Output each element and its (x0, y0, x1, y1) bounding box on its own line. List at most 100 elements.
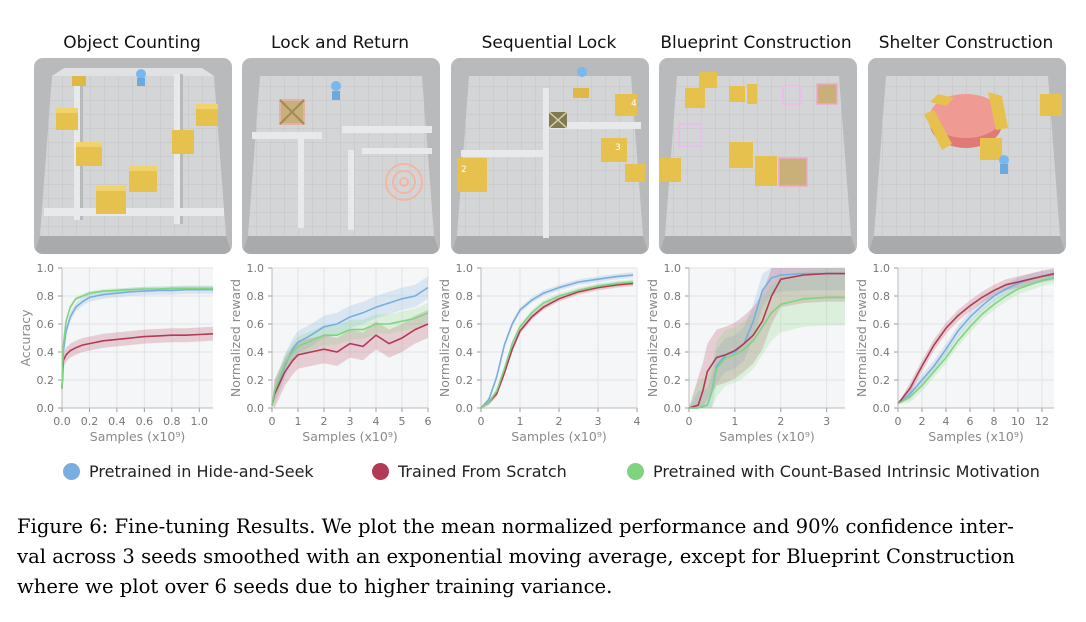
x-axis-label: Samples (x10⁹) (302, 429, 397, 444)
legend-label: Pretrained in Hide-and-Seek (89, 462, 314, 481)
x-tick-label: 1.0 (191, 415, 209, 428)
series-line (61, 287, 213, 389)
legend-item-hide-and-seek: Pretrained in Hide-and-Seek (63, 462, 314, 481)
caption-line: where we plot over 6 seeds due to higher… (17, 575, 613, 598)
x-tick-label: 10 (1011, 415, 1025, 428)
x-tick-label: 2 (919, 415, 926, 428)
seq-box-label-3: 3 (615, 143, 621, 153)
scene-object-counting (34, 58, 232, 254)
series-line (271, 312, 429, 406)
confidence-band (272, 310, 428, 408)
y-tick-label: 0.6 (247, 318, 265, 331)
x-tick-label: 0.2 (81, 415, 99, 428)
x-tick-label: 0 (686, 415, 693, 428)
caption-line: Figure 6: Fine-tuning Results. We plot t… (17, 515, 1014, 538)
y-tick-label: 0.6 (37, 318, 55, 331)
y-tick-label: 0.0 (456, 402, 474, 415)
y-tick-label: 0.8 (37, 290, 55, 303)
y-tick-label: 0.6 (873, 318, 891, 331)
x-tick-label: 0 (895, 415, 902, 428)
x-axis-label: Samples (x10⁹) (90, 429, 185, 444)
scene-shelter-construction (868, 58, 1066, 254)
y-tick-label: 0.8 (873, 290, 891, 303)
plot-area (898, 268, 1054, 408)
x-tick-label: 4 (943, 415, 950, 428)
series-line (480, 281, 634, 409)
x-tick-label: 1 (295, 415, 302, 428)
series-line (61, 333, 214, 389)
x-tick-label: 12 (1035, 415, 1049, 428)
y-tick-label: 0.2 (247, 374, 265, 387)
legend-marker-blue (63, 463, 80, 480)
y-tick-label: 0.0 (664, 402, 682, 415)
x-tick-label: 3 (347, 415, 354, 428)
y-tick-label: 1.0 (873, 262, 891, 275)
confidence-band (689, 268, 845, 408)
y-tick-label: 0.0 (873, 402, 891, 415)
series-line (61, 288, 213, 389)
y-tick-label: 0.4 (456, 346, 474, 359)
y-tick-label: 0.4 (873, 346, 891, 359)
series-line (689, 296, 845, 409)
y-tick-label: 0.6 (664, 318, 682, 331)
chart-lock-and-return: 0.0 0.2 0.4 0.6 0.8 1.0 0 1 2 3 4 5 6 Samples (x10⁹) N… (228, 262, 432, 444)
panel-title-blueprint-construction: Blueprint Construction (660, 33, 852, 53)
y-tick-label: 0.4 (664, 346, 682, 359)
series-line (897, 272, 1055, 405)
x-axis-label: Samples (x10⁹) (511, 429, 606, 444)
y-tick-label: 0.6 (456, 318, 474, 331)
x-tick-label: 6 (425, 415, 432, 428)
scene-blueprint-construction (659, 58, 857, 254)
legend-item-from-scratch: Trained From Scratch (372, 462, 567, 481)
x-tick-label: 0.8 (163, 415, 181, 428)
series-line (897, 277, 1055, 405)
y-tick-label: 0.2 (664, 374, 682, 387)
y-tick-label: 1.0 (456, 262, 474, 275)
x-axis-label: Samples (x10⁹) (928, 429, 1023, 444)
x-tick-label: 0.0 (53, 415, 71, 428)
x-tick-label: 0 (478, 415, 485, 428)
x-tick-label: 0 (269, 415, 276, 428)
y-tick-label: 1.0 (247, 262, 265, 275)
chart-blueprint-construction: 0.0 0.2 0.4 0.6 0.8 1.0 0 1 2 3 Samples (x10⁹) Norm… (645, 262, 845, 444)
legend-label: Trained From Scratch (398, 462, 567, 481)
series-line (480, 274, 634, 409)
x-tick-label: 0.6 (136, 415, 154, 428)
x-tick-label: 5 (399, 415, 406, 428)
y-axis-label: Accuracy (18, 309, 33, 367)
y-tick-label: 0.2 (37, 374, 55, 387)
confidence-band (272, 276, 428, 406)
y-tick-label: 1.0 (664, 262, 682, 275)
x-tick-label: 4 (634, 415, 641, 428)
panel-title-sequential-lock: Sequential Lock (481, 33, 617, 53)
x-tick-label: 4 (373, 415, 380, 428)
x-tick-label: 2 (777, 415, 784, 428)
y-tick-label: 1.0 (37, 262, 55, 275)
y-tick-label: 0.4 (247, 346, 265, 359)
scene-sequential-lock: 4 3 2 (451, 58, 649, 254)
x-tick-label: 8 (991, 415, 998, 428)
x-tick-label: 3 (823, 415, 830, 428)
y-tick-label: 0.4 (37, 346, 55, 359)
series-line (480, 282, 634, 409)
confidence-band (272, 303, 428, 406)
chart-shelter-construction: 0.0 0.2 0.4 0.6 0.8 1.0 0 2 4 6 8 10 12 Samples (x10⁹… (854, 262, 1055, 444)
x-tick-label: 1 (517, 415, 524, 428)
y-tick-label: 0.8 (247, 290, 265, 303)
y-tick-label: 0.0 (247, 402, 265, 415)
legend-marker-red (372, 463, 389, 480)
legend-marker-green (627, 463, 644, 480)
x-tick-label: 6 (967, 415, 974, 428)
y-tick-label: 0.8 (664, 290, 682, 303)
legend: Pretrained in Hide-and-Seek Trained From… (0, 462, 1086, 486)
y-tick-label: 0.0 (37, 402, 55, 415)
y-tick-label: 0.2 (873, 374, 891, 387)
y-tick-label: 0.2 (456, 374, 474, 387)
series-line (688, 272, 845, 409)
confidence-band (689, 269, 845, 408)
x-tick-label: 1 (731, 415, 738, 428)
series-line (271, 323, 429, 406)
confidence-band (689, 268, 845, 408)
seq-box-label-4: 4 (631, 99, 637, 109)
y-axis-label: Normalized reward (645, 279, 660, 397)
